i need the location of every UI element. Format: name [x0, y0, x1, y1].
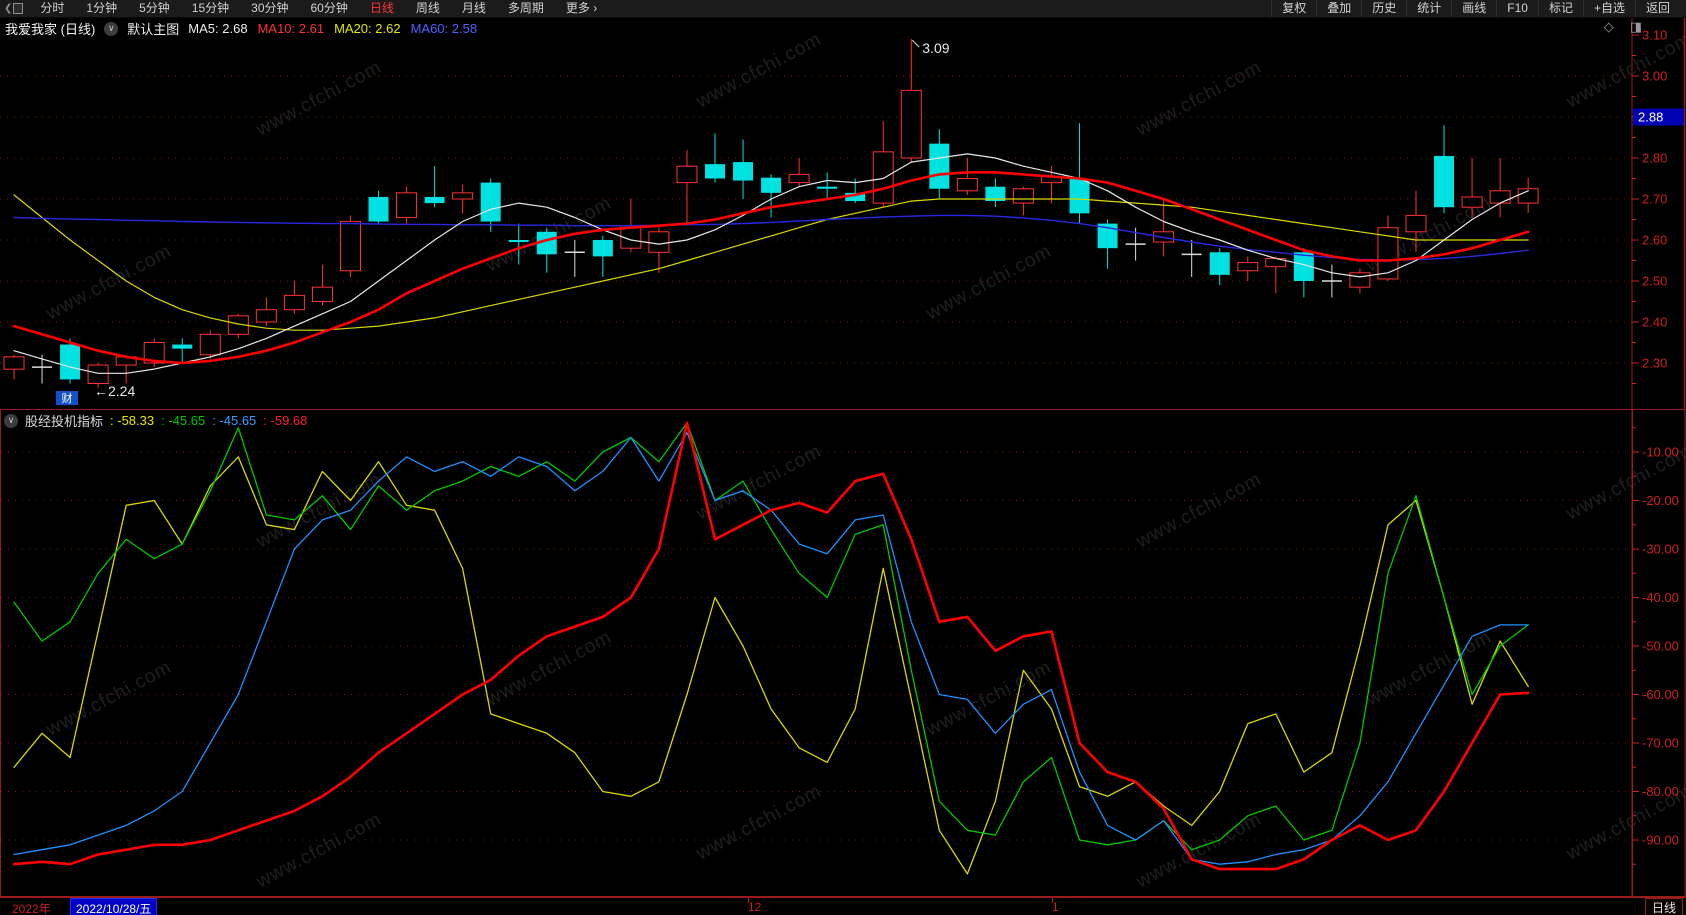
indicator-value-0: : -58.33	[110, 413, 154, 428]
chevron-down-icon[interactable]: ∨	[4, 414, 18, 428]
month-label-12: 12	[748, 900, 761, 914]
menu-item-60分钟[interactable]: 60分钟	[300, 0, 359, 17]
menu-item-历史[interactable]: 历史	[1361, 0, 1406, 17]
menu-item-F10[interactable]: F10	[1496, 0, 1538, 17]
indicator-value-1: : -45.65	[161, 413, 205, 428]
last-price-tag: 2.88	[1638, 110, 1663, 125]
svg-text:-70.00: -70.00	[1642, 736, 1679, 751]
high-annotation: 3.09	[922, 40, 949, 56]
svg-text:3.00: 3.00	[1642, 69, 1667, 84]
svg-text:2.80: 2.80	[1642, 151, 1667, 166]
month-tick	[1052, 898, 1053, 903]
svg-text:-20.00: -20.00	[1642, 493, 1679, 508]
menu-item-复权[interactable]: 复权	[1271, 0, 1316, 17]
menu-item-多周期[interactable]: 多周期	[497, 0, 555, 17]
menu-item-统计[interactable]: 统计	[1406, 0, 1451, 17]
stock-title: 我爱我家 (日线)	[5, 19, 95, 38]
ma-label-0: MA5: 2.68	[188, 21, 247, 36]
indicator-value-2: : -45.65	[212, 413, 256, 428]
month-tick	[748, 898, 749, 903]
menu-item-日线[interactable]: 日线	[359, 0, 405, 17]
chart-header: 我爱我家 (日线) ∨ 默认主图 MA5: 2.68 MA10: 2.61 MA20…	[5, 19, 477, 38]
menu-item-返回[interactable]: 返回	[1635, 0, 1680, 17]
svg-text:-40.00: -40.00	[1642, 590, 1679, 605]
svg-text:-60.00: -60.00	[1642, 687, 1679, 702]
chart-corner-icons: ◇◨	[1604, 19, 1642, 35]
ma-label-2: MA20: 2.62	[334, 21, 401, 36]
menu-item-月线[interactable]: 月线	[451, 0, 497, 17]
ma-label-3: MA60: 2.58	[411, 21, 478, 36]
menu-item-15分钟[interactable]: 15分钟	[181, 0, 240, 17]
main-chart-canvas[interactable]: 3.10 3.00 2.80 2.70 2.60 2.50 2.40 2.30 2.88 3.09…	[0, 17, 1686, 409]
first-date-box[interactable]: 2022/10/28/五	[70, 898, 157, 915]
indicator-name[interactable]: 股经投机指标	[25, 411, 103, 430]
svg-text:2.60: 2.60	[1642, 233, 1667, 248]
svg-text:3.10: 3.10	[1642, 28, 1667, 43]
diamond-icon[interactable]: ◇	[1604, 19, 1614, 35]
chevron-down-icon[interactable]: ∨	[104, 22, 118, 36]
svg-text:-50.00: -50.00	[1642, 639, 1679, 654]
event-tag: 财	[62, 391, 73, 405]
svg-text:2.40: 2.40	[1642, 315, 1667, 330]
menu-item-1分钟[interactable]: 1分钟	[75, 0, 128, 17]
menu-item-周线[interactable]: 周线	[405, 0, 451, 17]
time-axis-bar: 2022年 2022/10/28/五 12 1 日线	[0, 897, 1686, 915]
svg-text:-30.00: -30.00	[1642, 542, 1679, 557]
top-menu-bar: ❮ 分时1分钟5分钟15分钟30分钟60分钟日线周线月线多周期更多 › 复权叠加…	[0, 0, 1686, 18]
overlay-label[interactable]: 默认主图	[127, 19, 179, 38]
menu-item-30分钟[interactable]: 30分钟	[240, 0, 299, 17]
menu-item-分时[interactable]: 分时	[29, 0, 75, 17]
svg-text:-90.00: -90.00	[1642, 833, 1679, 848]
ma-label-1: MA10: 2.61	[258, 21, 325, 36]
svg-text:-10.00: -10.00	[1642, 445, 1679, 460]
menu-item-5分钟[interactable]: 5分钟	[128, 0, 181, 17]
year-label: 2022年	[12, 900, 51, 915]
collapse-panel-icon[interactable]: ❮	[4, 3, 23, 14]
menu-item-标记[interactable]: 标记	[1538, 0, 1583, 17]
app-window: ❮ 分时1分钟5分钟15分钟30分钟60分钟日线周线月线多周期更多 › 复权叠加…	[0, 0, 1686, 915]
month-label-1: 1	[1052, 900, 1059, 914]
menu-item-画线[interactable]: 画线	[1451, 0, 1496, 17]
low-annotation: ←2.24	[94, 383, 135, 399]
indicator-title-row: ∨ 股经投机指标 : -58.33 : -45.65 : -45.65 : -59.6…	[4, 411, 307, 430]
indicator-chart-canvas[interactable]: -10.00 -20.00 -30.00 -40.00 -50.00 -60.00 -70.…	[0, 409, 1686, 897]
svg-text:2.70: 2.70	[1642, 192, 1667, 207]
split-pane-icon[interactable]: ◨	[1630, 19, 1642, 35]
menu-item-自选[interactable]: +自选	[1583, 0, 1635, 17]
menu-item-更多[interactable]: 更多 ›	[555, 0, 608, 17]
indicator-value-3: : -59.68	[263, 413, 307, 428]
period-box[interactable]: 日线	[1645, 898, 1683, 915]
menu-item-叠加[interactable]: 叠加	[1316, 0, 1361, 17]
svg-text:2.50: 2.50	[1642, 274, 1667, 289]
svg-text:2.30: 2.30	[1642, 356, 1667, 371]
svg-text:-80.00: -80.00	[1642, 784, 1679, 799]
